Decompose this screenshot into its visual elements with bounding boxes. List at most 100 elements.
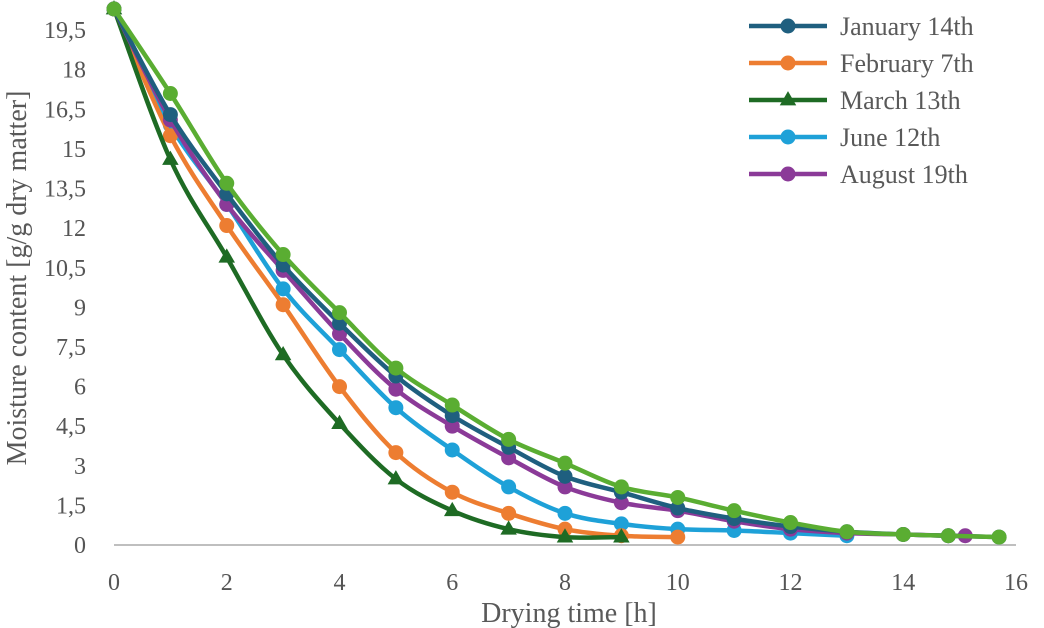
data-point bbox=[613, 516, 629, 532]
data-point bbox=[275, 281, 291, 297]
series-line bbox=[111, 6, 850, 539]
data-point bbox=[331, 414, 348, 429]
data-point bbox=[557, 455, 573, 471]
legend: January 14th February 7th March 13th June 1… bbox=[749, 12, 974, 189]
data-point bbox=[613, 528, 630, 543]
y-tick-label: 18 bbox=[62, 58, 86, 84]
x-axis-title: Drying time [h] bbox=[481, 598, 657, 628]
y-tick-label: 0 bbox=[74, 533, 86, 559]
x-tick-label: 4 bbox=[334, 570, 346, 596]
x-tick-label: 16 bbox=[1004, 570, 1028, 596]
data-point bbox=[895, 526, 911, 542]
legend-item: January 14th bbox=[749, 12, 974, 41]
y-tick-label: 10,5 bbox=[44, 256, 86, 282]
data-point bbox=[332, 342, 347, 358]
data-point bbox=[388, 381, 404, 397]
legend-label: January 14th bbox=[840, 12, 974, 41]
series-february-7th bbox=[106, 1, 686, 545]
legend-item: June 12th bbox=[749, 123, 940, 152]
x-axis-ticks: 0 2 4 6 8 10 12 14 16 bbox=[108, 570, 1028, 596]
series-january-14th bbox=[106, 1, 1007, 545]
x-tick-label: 12 bbox=[779, 570, 803, 596]
y-tick-label: 3 bbox=[74, 454, 86, 480]
y-tick-label: 9 bbox=[74, 295, 86, 321]
legend-marker bbox=[780, 166, 796, 182]
data-point bbox=[218, 248, 236, 263]
data-point bbox=[557, 468, 573, 484]
series-june-12th bbox=[106, 1, 855, 544]
data-point bbox=[162, 85, 178, 101]
data-point bbox=[500, 520, 517, 535]
data-point bbox=[444, 397, 460, 413]
data-point bbox=[388, 400, 404, 416]
legend-item: August 19th bbox=[749, 160, 968, 189]
x-tick-label: 10 bbox=[666, 570, 690, 596]
x-tick-label: 6 bbox=[446, 570, 458, 596]
legend-label: March 13th bbox=[840, 86, 961, 115]
x-tick-label: 14 bbox=[891, 570, 915, 596]
legend-marker bbox=[780, 55, 796, 71]
data-point bbox=[443, 501, 461, 517]
data-point bbox=[387, 470, 405, 485]
y-tick-label: 4,5 bbox=[56, 414, 86, 440]
x-tick-label: 0 bbox=[108, 570, 120, 596]
data-point bbox=[501, 450, 517, 466]
data-point bbox=[162, 150, 179, 165]
data-point bbox=[388, 360, 404, 376]
series-line bbox=[111, 6, 624, 540]
data-point bbox=[332, 379, 347, 395]
data-point bbox=[670, 500, 686, 516]
data-point bbox=[444, 442, 460, 458]
series-march-13th bbox=[105, 0, 630, 543]
series-layer bbox=[105, 0, 1007, 545]
y-tick-label: 19,5 bbox=[44, 18, 86, 44]
legend-marker bbox=[780, 129, 796, 145]
data-point bbox=[274, 346, 292, 361]
data-point bbox=[275, 297, 291, 313]
legend-marker bbox=[779, 91, 797, 106]
y-tick-label: 12 bbox=[62, 216, 86, 242]
y-tick-label: 6 bbox=[74, 375, 86, 401]
legend-item: March 13th bbox=[749, 86, 961, 115]
y-axis-ticks: 0 1,5 3 4,5 6 7,5 9 10,5 12 13,5 15 16,5 18 19,5 bbox=[44, 18, 86, 559]
data-point bbox=[670, 529, 686, 545]
data-point bbox=[501, 431, 517, 447]
series-line bbox=[111, 6, 968, 539]
data-point bbox=[557, 505, 573, 521]
data-point bbox=[726, 503, 742, 519]
legend-label: February 7th bbox=[840, 49, 974, 78]
data-point bbox=[388, 445, 404, 461]
legend-label: August 19th bbox=[840, 160, 968, 189]
data-point bbox=[162, 128, 178, 144]
series-unlabeled-series bbox=[106, 1, 1007, 545]
data-point bbox=[275, 247, 291, 263]
data-point bbox=[940, 528, 956, 544]
data-point bbox=[444, 418, 460, 434]
data-point bbox=[557, 479, 573, 495]
y-axis-title: Moisture content [g/g dry matter] bbox=[2, 91, 33, 466]
x-tick-label: 2 bbox=[221, 570, 233, 596]
data-point bbox=[219, 175, 235, 191]
data-point bbox=[501, 505, 517, 521]
data-point bbox=[556, 528, 574, 543]
data-point bbox=[332, 305, 347, 321]
data-point bbox=[501, 479, 517, 495]
data-point bbox=[106, 1, 122, 17]
data-point bbox=[991, 529, 1007, 545]
data-point bbox=[613, 495, 629, 511]
data-point bbox=[783, 515, 798, 531]
legend-label: June 12th bbox=[840, 123, 940, 152]
data-point bbox=[839, 524, 855, 540]
data-point bbox=[219, 218, 235, 234]
legend-marker bbox=[780, 18, 796, 34]
data-point bbox=[444, 484, 460, 500]
data-point bbox=[613, 479, 629, 495]
legend-item: February 7th bbox=[749, 49, 974, 78]
y-tick-label: 15 bbox=[62, 137, 86, 163]
data-point bbox=[444, 408, 460, 424]
data-point bbox=[162, 107, 178, 123]
y-tick-label: 13,5 bbox=[44, 177, 86, 203]
y-tick-label: 1,5 bbox=[56, 493, 86, 519]
x-tick-label: 8 bbox=[559, 570, 571, 596]
